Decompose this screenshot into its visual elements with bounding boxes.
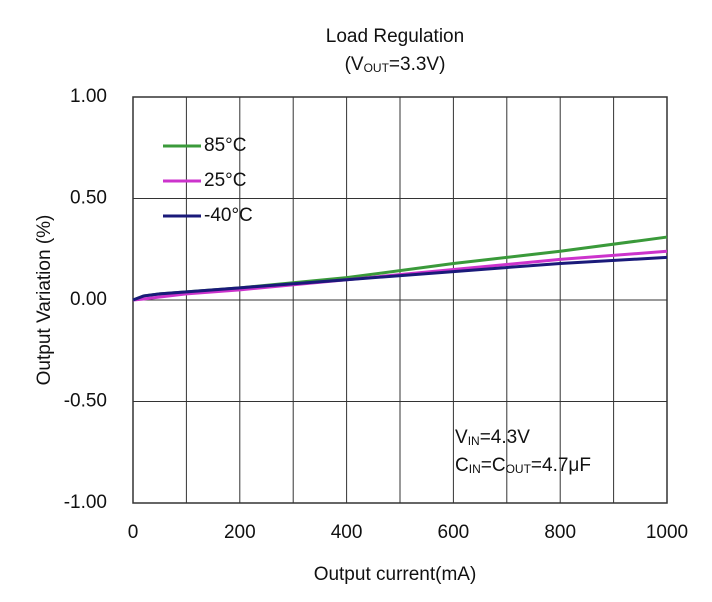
subscript: IN [469,462,481,476]
x-tick-label: 800 [544,522,576,543]
chart-subtitle: (VOUT=3.3V) [345,54,446,75]
legend-label: 25°C [204,170,246,191]
y-tick-label: 0.50 [70,188,107,209]
y-axis-label: Output Variation (%) [34,215,55,386]
annotation: VIN=4.3V [455,427,530,448]
x-tick-label: 1000 [646,522,688,543]
y-tick-label: 0.00 [70,289,107,310]
x-tick-label: 400 [331,522,363,543]
annotation: CIN=COUT=4.7μF [455,455,591,476]
chart-title: Load Regulation [326,26,464,47]
text-part: =3.3V) [389,54,446,75]
text-part: =4.3V [480,427,531,448]
series-line [132,255,668,302]
x-axis-label: Output current(mA) [314,564,477,585]
legend-label: -40°C [204,205,253,226]
text-part: V [455,427,468,448]
text-part: C [455,455,469,476]
series-line [132,249,668,302]
y-tick-label: 1.00 [70,86,107,107]
x-tick-label: 200 [224,522,256,543]
x-tick-label: 600 [438,522,470,543]
text-part: =C [481,455,506,476]
subscript: OUT [364,61,390,75]
y-tick-label: -0.50 [64,391,107,412]
text-part: (V [345,54,364,75]
x-tick-label: 0 [128,522,139,543]
subscript: OUT [506,462,532,476]
subscript: IN [468,434,480,448]
legend-label: 85°C [204,135,246,156]
y-tick-label: -1.00 [64,492,107,513]
text-part: =4.7μF [531,455,591,476]
